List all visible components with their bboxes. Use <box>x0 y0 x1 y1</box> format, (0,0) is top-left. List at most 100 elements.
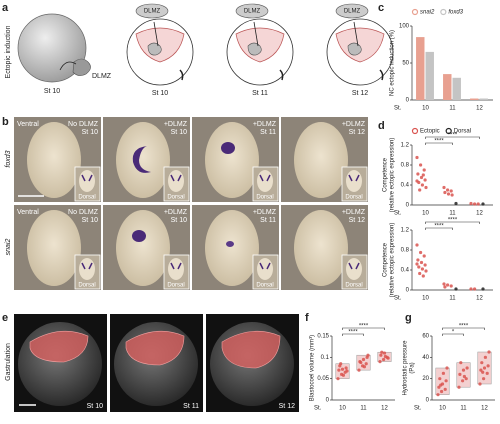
point <box>486 364 490 368</box>
stain <box>221 142 235 154</box>
point <box>366 353 370 357</box>
stage: St 11 <box>183 403 199 410</box>
graft-label: DLMZ <box>144 9 161 15</box>
graft <box>247 42 262 56</box>
point <box>476 202 480 206</box>
x-axis-label: St. <box>394 296 402 302</box>
inset-label: Dorsal <box>256 195 273 201</box>
legend-label: Dorsal <box>454 129 471 135</box>
y-tick-label: 0 <box>426 398 430 404</box>
legend-label: Ectopic <box>420 129 440 135</box>
point <box>481 202 485 206</box>
panel-label: c <box>378 2 384 14</box>
blastocoel <box>335 27 385 63</box>
view-label: Ventral <box>17 209 39 216</box>
sig-label: **** <box>448 133 458 139</box>
legend-swatch <box>411 127 419 135</box>
point <box>362 365 366 369</box>
stage: St 11 <box>260 129 276 136</box>
point <box>473 202 477 206</box>
bar <box>425 51 434 100</box>
stage: St 12 <box>279 403 295 410</box>
inset-stain <box>81 262 93 270</box>
point <box>465 366 469 370</box>
graft-line <box>59 61 77 71</box>
sig-bracket <box>425 227 453 230</box>
inset-label: Dorsal <box>167 283 184 289</box>
condition: +DLMZ <box>253 209 277 216</box>
x-tick-label: 10 <box>439 406 446 412</box>
point <box>444 379 448 383</box>
x-tick-label: 11 <box>460 406 467 412</box>
graft <box>147 42 162 56</box>
sig-label: **** <box>459 324 469 330</box>
graft-label: DLMZ <box>344 9 361 15</box>
x-tick-label: 12 <box>476 106 483 112</box>
stain <box>132 146 151 173</box>
point <box>479 368 483 372</box>
range-box <box>356 354 371 371</box>
point <box>481 370 485 374</box>
x-tick-label: 12 <box>481 406 488 412</box>
point <box>422 254 426 258</box>
point <box>482 377 486 381</box>
point <box>419 250 423 255</box>
y-axis-label: NC ectopic induction (%) <box>390 30 396 96</box>
arrow <box>253 21 259 47</box>
condition: No DLMZ <box>68 209 99 216</box>
y-axis-label: (relative ectopic expression) <box>390 223 396 298</box>
panel-label: a <box>2 2 9 14</box>
point <box>415 179 419 183</box>
y-tick-label: 0.15 <box>317 334 329 340</box>
point <box>383 354 387 359</box>
panel-label: e <box>2 312 8 324</box>
point <box>378 360 382 364</box>
embryo <box>27 122 81 198</box>
point <box>480 361 484 365</box>
stage: St 11 <box>260 217 276 224</box>
point <box>421 274 425 278</box>
sig-label: * <box>452 330 455 336</box>
y-tick-label: 0.8 <box>401 248 410 254</box>
bar <box>443 74 452 100</box>
point <box>421 173 425 177</box>
x-tick-label: 10 <box>422 296 429 302</box>
y-axis-label: Competence <box>383 157 389 192</box>
bar <box>416 37 425 100</box>
point <box>415 243 419 247</box>
panel-label: f <box>305 312 309 324</box>
lip <box>379 69 384 81</box>
point <box>449 284 453 288</box>
point <box>424 269 428 273</box>
y-tick-label: 40 <box>422 355 429 361</box>
embryo <box>294 122 348 198</box>
y-tick-label: 0.4 <box>401 183 410 189</box>
point <box>440 389 444 394</box>
point <box>482 366 487 370</box>
stage: St 10 <box>171 217 187 224</box>
point <box>442 282 446 286</box>
x-tick-label: 10 <box>422 211 429 217</box>
point <box>416 172 420 176</box>
graft-callout <box>335 3 369 19</box>
y-axis-label: Competence <box>383 242 389 277</box>
point <box>446 188 450 192</box>
y-tick-label: 1.2 <box>401 143 410 149</box>
condition: +DLMZ <box>342 121 366 128</box>
point <box>478 382 482 386</box>
inset-embryo <box>79 258 95 280</box>
embryo <box>205 210 259 286</box>
point <box>379 353 383 357</box>
y-tick-label: 0.8 <box>401 163 410 169</box>
point <box>457 385 461 389</box>
y-tick-label: 0 <box>406 288 410 294</box>
point <box>337 368 341 372</box>
bar <box>452 77 461 100</box>
sig-bracket <box>342 333 364 336</box>
point <box>462 374 466 379</box>
sig-label: **** <box>359 324 369 330</box>
point <box>415 155 419 160</box>
point <box>340 367 345 371</box>
point <box>446 283 450 287</box>
y-tick-label: 0 <box>326 398 330 404</box>
